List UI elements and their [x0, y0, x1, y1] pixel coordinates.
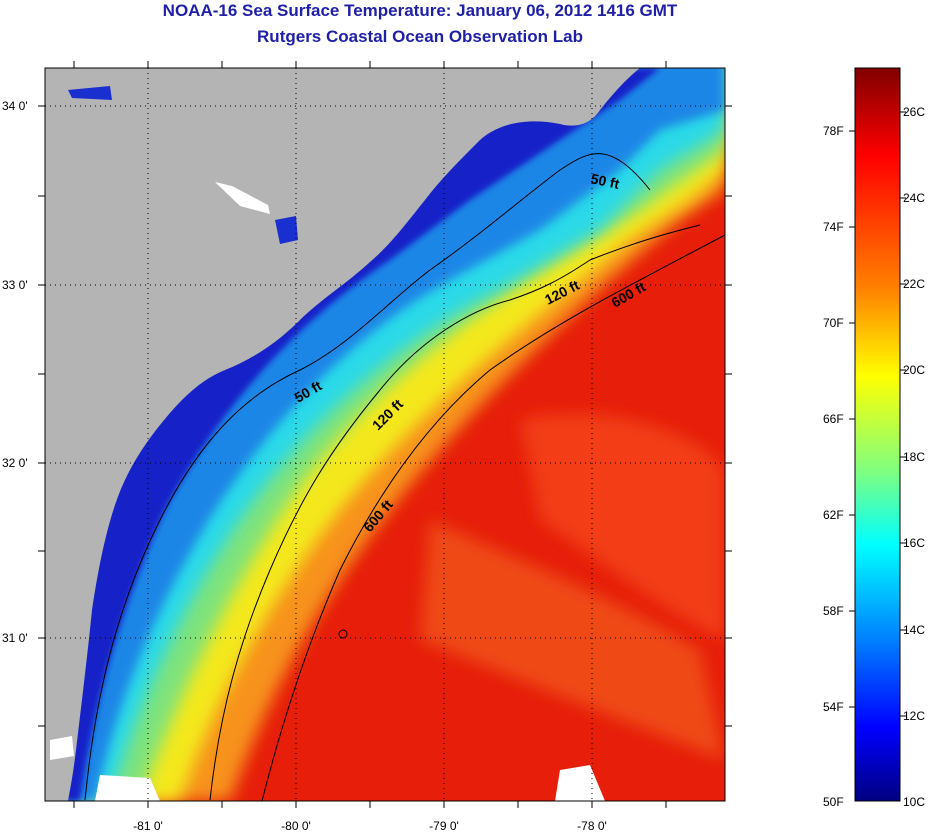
- lon-label-81: -81 0': [133, 819, 163, 832]
- colorbar-f-54: 54F: [823, 700, 844, 714]
- colorbar-c-26: 26C: [903, 105, 925, 119]
- warm-patch: [520, 413, 725, 640]
- colorbar-f-62: 62F: [823, 508, 844, 522]
- inland-water: [68, 86, 112, 100]
- colorbar-f-70: 70F: [823, 316, 844, 330]
- lon-label-79: -79 0': [429, 819, 459, 832]
- colorbar-f-66: 66F: [823, 412, 844, 426]
- map-title: NOAA-16 Sea Surface Temperature: January…: [162, 1, 678, 20]
- contour-600ft: [261, 234, 725, 801]
- land-mass: [45, 68, 640, 801]
- colorbar-c-18: 18C: [903, 450, 925, 464]
- map-frame: [44, 67, 726, 802]
- colorbar-c-24: 24C: [903, 191, 925, 205]
- lon-label-78: -78 0': [577, 819, 607, 832]
- colorbar-f-58: 58F: [823, 604, 844, 618]
- colorbar: [854, 67, 901, 802]
- nodata-patch-2: [95, 775, 160, 801]
- colorbar-ticks: [849, 111, 906, 717]
- nodata-patch: [50, 736, 74, 760]
- lat-label-31: 31 0': [2, 631, 28, 645]
- contour-120ft: [209, 224, 701, 801]
- inland-water-3: [215, 182, 270, 214]
- contour-50ft: [84, 153, 651, 801]
- map-subtitle: Rutgers Coastal Ocean Observation Lab: [257, 27, 583, 46]
- warm-patch-2: [420, 520, 725, 760]
- colorbar-f-78: 78F: [823, 124, 844, 138]
- grid: [45, 68, 725, 801]
- colorbar-c-12: 12C: [903, 709, 925, 723]
- contour-label-50ft-north: 50 ft: [589, 170, 621, 192]
- colorbar-f-50: 50F: [823, 795, 844, 809]
- lat-label-34: 34 0': [2, 99, 28, 113]
- lat-label-32: 32 0': [2, 456, 28, 470]
- lat-label-33: 33 0': [2, 278, 28, 292]
- map-plot-area: [45, 68, 725, 801]
- colorbar-c-10: 10C: [903, 795, 925, 809]
- colorbar-c-14: 14C: [903, 623, 925, 637]
- colorbar-f-74: 74F: [823, 220, 844, 234]
- lon-label-80: -80 0': [281, 819, 311, 832]
- colorbar-c-22: 22C: [903, 277, 925, 291]
- axis-ticks: [38, 61, 732, 808]
- inland-water-2: [275, 216, 298, 244]
- colorbar-c-20: 20C: [903, 363, 925, 377]
- colorbar-c-16: 16C: [903, 536, 925, 550]
- contour-small-loop: [338, 629, 348, 639]
